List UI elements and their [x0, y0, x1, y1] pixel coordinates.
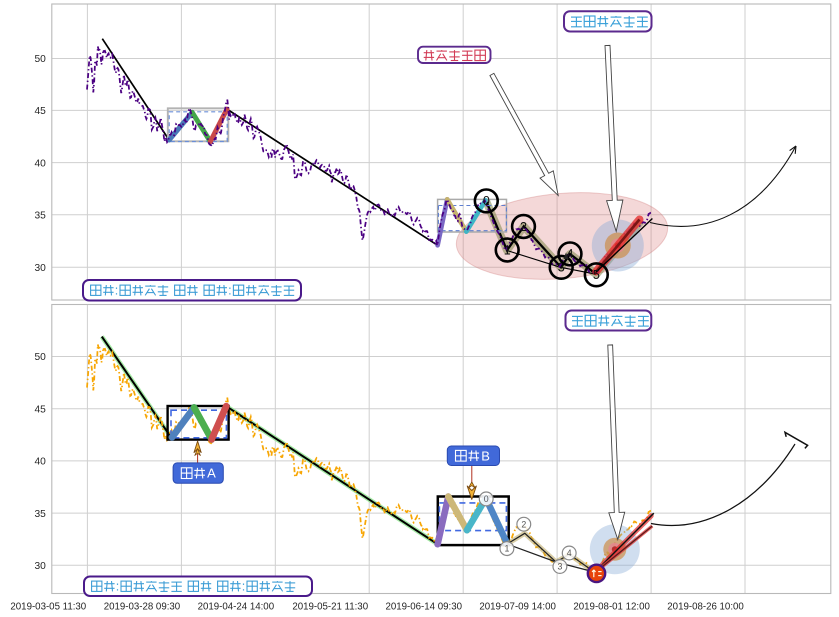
svg-text::: :: [228, 284, 232, 298]
svg-text:50: 50: [34, 352, 46, 363]
svg-text::: :: [116, 580, 120, 594]
svg-text:4: 4: [567, 247, 574, 261]
svg-text:4: 4: [567, 548, 572, 558]
svg-text:2: 2: [521, 519, 526, 529]
svg-text:35: 35: [34, 211, 46, 222]
svg-text:45: 45: [34, 404, 46, 415]
svg-text:2019-03-28 09:30: 2019-03-28 09:30: [104, 601, 181, 612]
svg-text::: :: [115, 284, 119, 298]
svg-text:0: 0: [483, 194, 490, 208]
svg-text:2019-08-01 12:00: 2019-08-01 12:00: [573, 601, 650, 612]
svg-text:2019-07-09 14:00: 2019-07-09 14:00: [479, 601, 556, 612]
svg-text:30: 30: [34, 561, 46, 572]
svg-text:30: 30: [34, 263, 46, 274]
svg-text:0: 0: [484, 494, 489, 504]
svg-text:2019-04-24 14:00: 2019-04-24 14:00: [198, 601, 275, 612]
svg-text:45: 45: [34, 106, 46, 117]
svg-text:35: 35: [34, 509, 46, 520]
svg-text:5: 5: [593, 268, 600, 282]
svg-text:40: 40: [34, 158, 46, 169]
svg-text:2019-05-21 11:30: 2019-05-21 11:30: [292, 601, 368, 612]
svg-text:B: B: [481, 448, 490, 463]
svg-text:3: 3: [557, 562, 562, 572]
svg-text:3: 3: [558, 261, 565, 275]
svg-text:2: 2: [520, 220, 527, 234]
svg-text:2019-08-26 10:00: 2019-08-26 10:00: [667, 601, 744, 612]
svg-text:2019-06-14 09:30: 2019-06-14 09:30: [386, 601, 463, 612]
svg-text:1: 1: [504, 243, 511, 257]
svg-text::: :: [242, 580, 246, 594]
svg-text:50: 50: [34, 54, 46, 65]
svg-text:A: A: [207, 466, 216, 481]
svg-text:1: 1: [504, 544, 509, 554]
svg-text:40: 40: [34, 457, 46, 468]
svg-text:2019-03-05 11:30: 2019-03-05 11:30: [10, 601, 86, 612]
